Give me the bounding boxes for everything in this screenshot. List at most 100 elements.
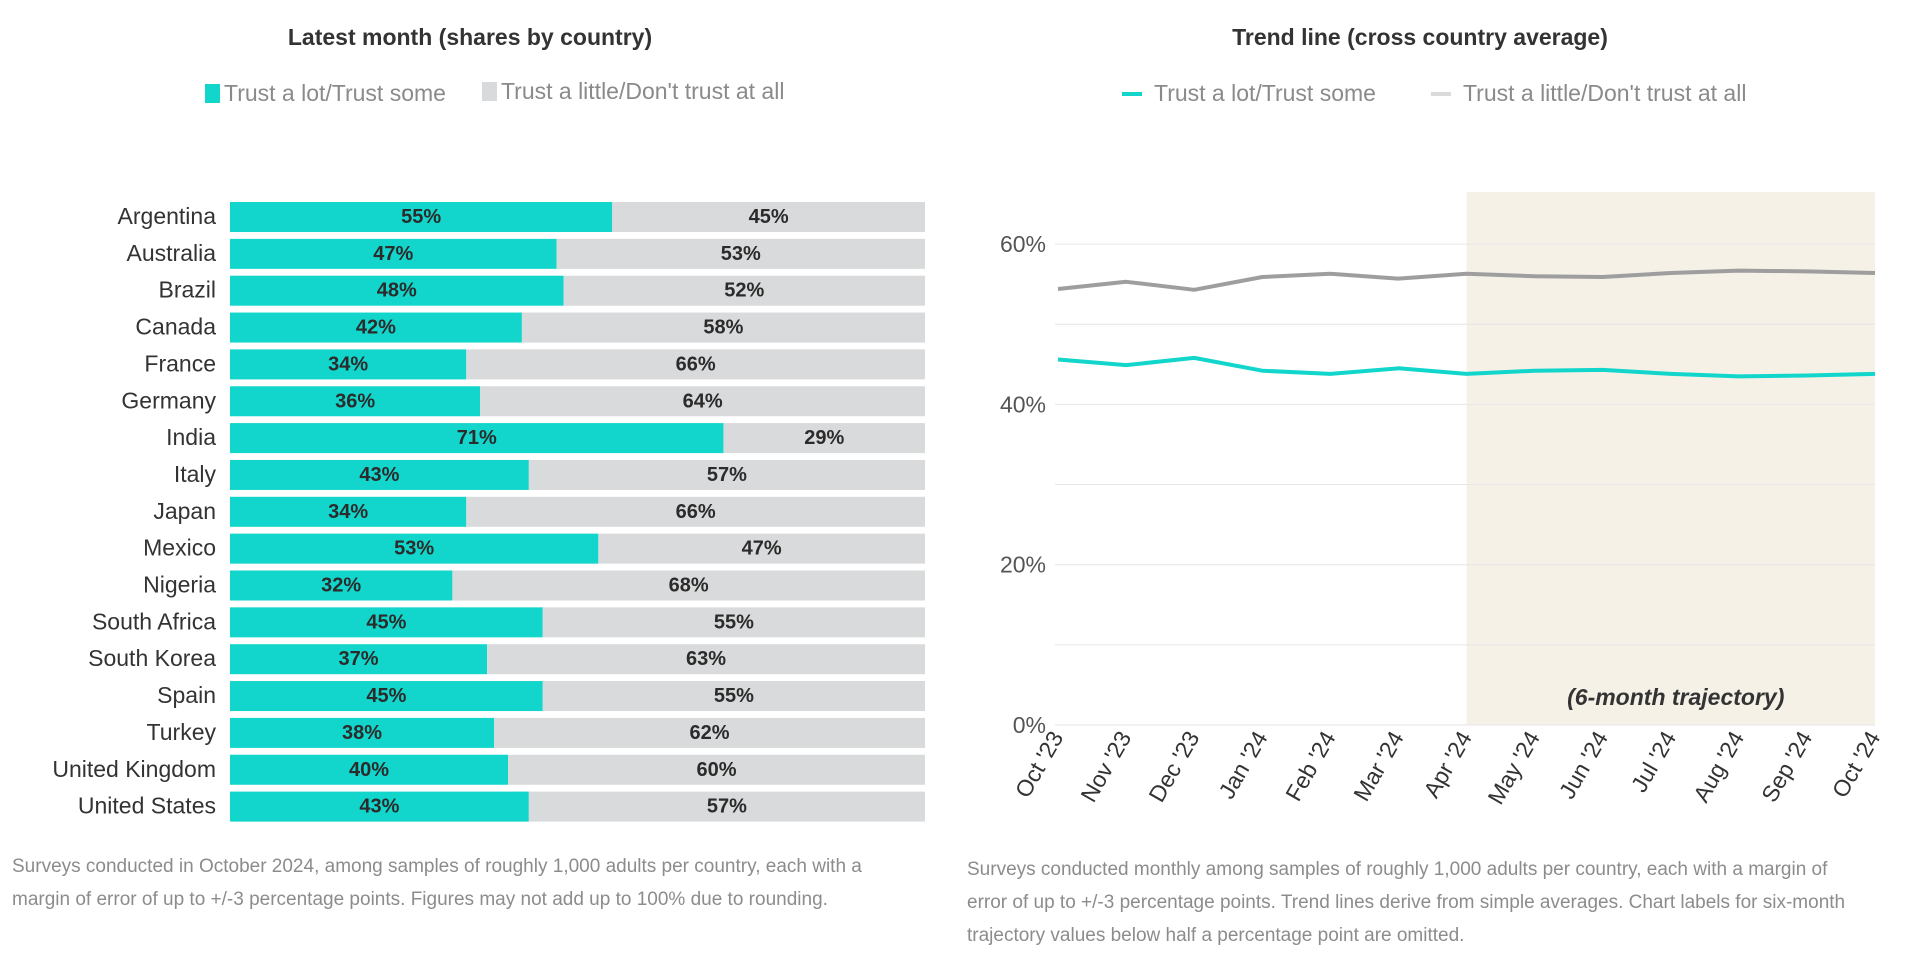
bar-distrust (598, 533, 925, 564)
bar-distrust (542, 681, 925, 712)
bar-label-distrust: 60% (696, 759, 736, 781)
x-tick-label: Jun '24 (1554, 726, 1613, 803)
right-legend: Trust a lot/Trust some Trust a little/Do… (1122, 80, 1782, 107)
bar-label-trust: 32% (321, 575, 361, 597)
country-label: Turkey (147, 719, 217, 745)
legend-line-trust (1122, 91, 1142, 96)
y-tick-label: 40% (1000, 391, 1046, 417)
left-legend-item-trust: Trust a lot/Trust some (205, 80, 446, 107)
bar-label-trust: 53% (394, 538, 434, 560)
bar-label-trust: 43% (359, 796, 399, 818)
bar-label-trust: 45% (366, 685, 406, 707)
bar-label-distrust: 68% (669, 575, 709, 597)
country-label: South Korea (88, 645, 216, 671)
left-legend-label-trust: Trust a lot/Trust some (224, 80, 446, 106)
highlight-band (1466, 192, 1875, 725)
bar-label-trust: 34% (328, 501, 368, 523)
country-label: Canada (135, 314, 216, 340)
country-label: Germany (121, 387, 216, 413)
bar-distrust (480, 386, 925, 417)
bar-label-distrust: 45% (749, 206, 789, 228)
bar-label-trust: 48% (377, 280, 417, 302)
bar-trust (230, 607, 543, 638)
bar-label-distrust: 63% (686, 648, 726, 670)
trajectory-label: (6-month trajectory) (1567, 684, 1784, 710)
right-chart-title: Trend line (cross country average) (1232, 24, 1608, 50)
country-label: France (144, 350, 216, 376)
bar-trust (230, 533, 599, 564)
y-tick-label: 0% (1013, 712, 1046, 738)
x-tick-label: Mar '24 (1348, 726, 1409, 805)
bar-label-distrust: 57% (707, 796, 747, 818)
bar-distrust (528, 459, 925, 490)
bar-trust (230, 349, 467, 380)
x-tick-label: Sep '24 (1756, 726, 1817, 806)
country-label: United Kingdom (52, 756, 216, 782)
series-line-trust (1057, 355, 1876, 379)
bar-label-distrust: 52% (724, 280, 764, 302)
bar-label-distrust: 29% (804, 427, 844, 449)
bar-trust (230, 423, 724, 454)
bar-trust (230, 459, 529, 490)
x-tick-label: Apr '24 (1418, 726, 1477, 802)
bar-distrust (723, 423, 925, 454)
x-tick-label: Aug '24 (1688, 726, 1749, 806)
bar-label-trust: 71% (457, 427, 497, 449)
bar-distrust (466, 496, 925, 527)
country-label: Nigeria (143, 572, 216, 598)
bar-label-distrust: 58% (703, 317, 743, 339)
country-label: South Africa (92, 608, 216, 634)
bar-trust (230, 681, 543, 712)
bar-label-distrust: 55% (714, 611, 754, 633)
country-bar-chart: 55% 45% Argentina 47% 53% Australia 48% 52% Braz… (52, 202, 925, 822)
bar-label-distrust: 62% (690, 722, 730, 744)
country-label: Spain (157, 682, 216, 708)
bar-label-distrust: 64% (683, 390, 723, 412)
bar-label-trust: 42% (356, 317, 396, 339)
bar-trust (230, 238, 557, 269)
legend-line-distrust (1430, 91, 1451, 96)
right-legend-label-distrust: Trust a little/Don't trust at all (1462, 80, 1747, 106)
country-label: Brazil (158, 277, 216, 303)
bar-distrust (494, 717, 925, 748)
series-line-distrust (1057, 268, 1876, 292)
x-tick-label: May '24 (1482, 726, 1545, 808)
x-tick-label: Feb '24 (1280, 726, 1341, 805)
left-legend-label-distrust: Trust a little/Don't trust at all (500, 78, 785, 104)
country-label: Mexico (143, 535, 216, 561)
left-footnote-line: margin of error of up to +/-3 percentage… (12, 889, 828, 910)
bar-distrust (521, 312, 925, 343)
left-chart-title: Latest month (shares by country) (287, 24, 653, 50)
bar-distrust (466, 349, 925, 380)
bar-trust (230, 312, 522, 343)
bar-label-distrust: 66% (676, 353, 716, 375)
country-label: Japan (153, 498, 216, 524)
country-label: Argentina (118, 203, 217, 229)
bar-distrust (452, 570, 925, 601)
bar-trust (230, 202, 613, 232)
y-tick-label: 60% (1000, 231, 1046, 257)
legend-swatch-distrust (481, 82, 497, 101)
x-tick-label: Jul '24 (1626, 726, 1682, 796)
bar-label-distrust: 47% (742, 538, 782, 560)
right-footnote-line: trajectory values below half a percentag… (967, 925, 1465, 946)
bar-label-distrust: 66% (676, 501, 716, 523)
bar-label-distrust: 57% (707, 464, 747, 486)
bar-distrust (556, 238, 925, 269)
legend-swatch-trust (205, 84, 220, 103)
x-tick-label: Oct '24 (1827, 726, 1886, 802)
bar-label-distrust: 53% (721, 243, 761, 265)
left-legend: Trust a lot/Trust some Trust a little/Do… (205, 78, 820, 107)
bar-label-trust: 45% (366, 611, 406, 633)
bar-label-trust: 37% (339, 648, 379, 670)
right-footnote-line: error of up to +/-3 percentage points. T… (967, 892, 1846, 913)
left-footnote: Surveys conducted in October 2024, among… (12, 850, 912, 916)
country-label: Australia (127, 240, 217, 266)
bar-trust (230, 275, 564, 306)
bar-trust (230, 754, 508, 785)
country-label: India (166, 424, 216, 450)
bar-trust (230, 386, 481, 417)
bar-label-distrust: 55% (714, 685, 754, 707)
bar-trust (230, 496, 467, 527)
bar-distrust (612, 202, 925, 232)
